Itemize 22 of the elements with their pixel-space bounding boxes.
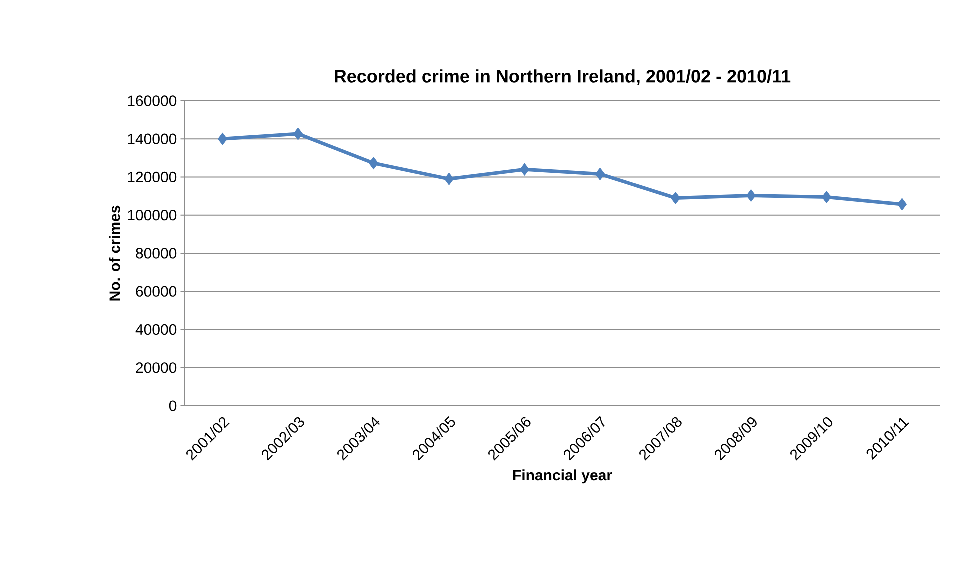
y-tick-label: 100000 [128,210,177,221]
point [294,128,304,140]
x-axis-title: Financial year [513,470,612,484]
y-tick-label: 80000 [136,248,177,259]
y-tick-label: 20000 [136,362,177,374]
y-tick-label: 160000 [128,96,177,106]
y-tick-label: 60000 [136,286,177,297]
point [671,192,681,204]
y-tick-label: 0 [169,400,177,412]
point [746,189,756,202]
point [898,198,908,211]
chart-title: Recorded crime in Northern Ireland, 2001/02 - 2010/11 [335,70,791,86]
point [596,168,606,180]
y-axis-title: No. of crimes [109,206,120,301]
y-tick-label: 120000 [128,172,177,183]
point [520,163,530,176]
point [369,157,379,170]
y-tick-label: 40000 [136,324,177,336]
point [822,191,832,204]
point [218,132,228,146]
point [444,172,454,186]
y-tick-label: 140000 [128,134,177,144]
